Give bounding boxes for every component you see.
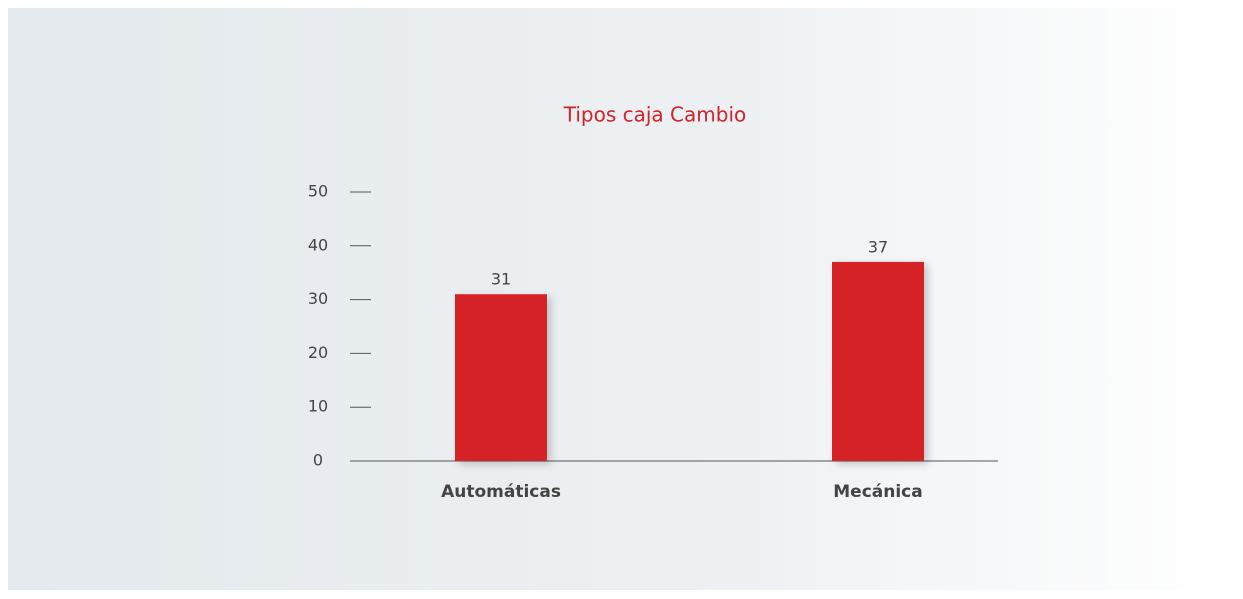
value-label: 37	[868, 237, 888, 256]
x-tick-label: Automáticas	[441, 482, 561, 502]
bar	[455, 294, 547, 461]
y-tick-label: 20	[308, 343, 328, 362]
bar	[832, 261, 924, 461]
panel	[8, 8, 1235, 590]
y-tick-label: 30	[308, 289, 328, 308]
y-tick-label: 40	[308, 235, 328, 254]
x-tick-label: Mecánica	[833, 482, 922, 502]
y-tick-label: 0	[313, 451, 323, 470]
y-tick-label: 10	[308, 397, 328, 416]
value-label: 31	[491, 270, 511, 289]
chart-title: Tipos caja Cambio	[563, 103, 746, 127]
y-tick-label: 50	[308, 182, 328, 201]
